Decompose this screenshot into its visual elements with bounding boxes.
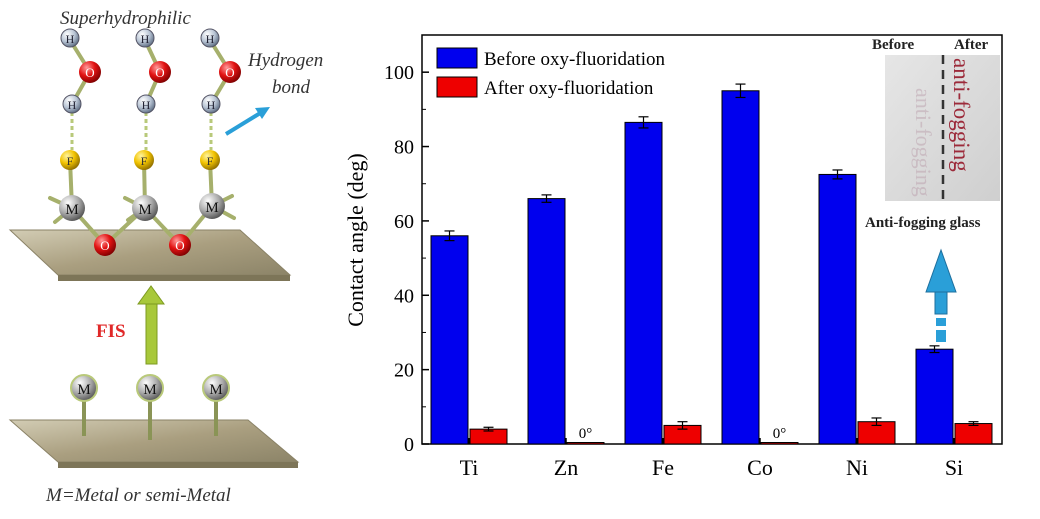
hydrogen-bond-arrow <box>224 107 270 136</box>
x-tick-label: Ti <box>460 455 479 480</box>
svg-text:O: O <box>100 238 109 253</box>
svg-text:Before oxy-fluoridation: Before oxy-fluoridation <box>484 49 665 70</box>
x-tick-label: Ni <box>846 455 868 480</box>
x-tick-label: Zn <box>554 455 578 480</box>
svg-text:H: H <box>141 32 150 46</box>
oxygen-atom: O <box>149 61 171 83</box>
svg-text:M: M <box>209 382 222 398</box>
svg-text:After oxy-fluoridation: After oxy-fluoridation <box>484 78 654 99</box>
x-tick-label: Co <box>747 455 773 480</box>
bar-before <box>915 348 954 445</box>
svg-text:F: F <box>207 154 214 168</box>
hydrogen-bond-dashes <box>70 112 213 150</box>
svg-text:M: M <box>205 200 218 216</box>
bottom-plate <box>8 419 300 468</box>
fis-label: FIS <box>96 321 126 342</box>
hydrogen-bond-label: Hydrogen <box>247 50 323 71</box>
svg-text:M: M <box>77 382 90 398</box>
oxygen-atom: O <box>169 234 191 256</box>
oxygen-atom: O <box>94 234 116 256</box>
hydrogen-atom: H <box>135 28 155 48</box>
hydrogen-atom: H <box>60 28 80 48</box>
bar-before <box>721 90 760 445</box>
svg-text:H: H <box>206 32 215 46</box>
metal-atom: M <box>132 195 158 221</box>
bar-after <box>760 442 799 445</box>
zero-angle-annotation: 0° <box>579 426 593 442</box>
metal-atom: M <box>136 374 164 402</box>
y-tick-label: 0 <box>404 434 414 456</box>
oxygen-atom: O <box>79 61 101 83</box>
plot-frame <box>421 34 1003 445</box>
bar-before <box>430 235 469 445</box>
hydrogen-atom: H <box>200 28 220 48</box>
after-label: After <box>954 37 988 53</box>
metal-atom: M <box>199 193 225 219</box>
legend-item-before: Before oxy-fluoridation <box>436 47 665 70</box>
legend-item-after: After oxy-fluoridation <box>436 76 654 99</box>
fis-arrow <box>137 285 165 365</box>
before-label: Before <box>872 37 915 53</box>
bar-after <box>566 442 605 445</box>
svg-text:H: H <box>66 32 75 46</box>
hydrogen-atom: H <box>62 94 82 114</box>
fluorine-atom: F <box>60 150 80 170</box>
svg-text:F: F <box>141 154 148 168</box>
bar-chart: 0 20 40 60 80 100 0° 0° Ti Zn Fe Co Ni Si Contact a… <box>343 34 1003 480</box>
metal-atom: M <box>59 195 85 221</box>
superhydrophilic-label: Superhydrophilic <box>60 8 191 29</box>
x-tick-label: Fe <box>652 455 674 480</box>
metal-atom: M <box>202 374 230 402</box>
svg-text:F: F <box>67 154 74 168</box>
fluorine-atom: F <box>200 150 220 170</box>
svg-text:H: H <box>207 98 216 112</box>
svg-text:M: M <box>65 202 78 218</box>
svg-text:H: H <box>142 98 151 112</box>
metal-atom: M <box>70 374 98 402</box>
y-axis-label: Contact angle (deg) <box>343 153 368 327</box>
oxygen-atom: O <box>219 61 241 83</box>
schematic: Superhydrophilic <box>8 8 323 506</box>
svg-text:O: O <box>225 65 234 80</box>
up-arrow-to-photo <box>925 248 957 342</box>
top-plate <box>8 229 292 281</box>
fluorine-atom: F <box>134 150 154 170</box>
x-tick-label: Si <box>945 455 963 480</box>
hydrogen-atom: H <box>136 94 156 114</box>
bar-after <box>954 423 993 445</box>
legend: Before oxy-fluoridation After oxy-fluori… <box>436 47 665 99</box>
y-tick-label: 40 <box>394 285 414 307</box>
svg-text:M: M <box>138 202 151 218</box>
metal-definition-label: M=Metal or semi-Metal <box>45 485 231 506</box>
glass-text-before-fogged: anti-fogging <box>911 88 936 197</box>
bar-before <box>527 198 566 445</box>
glass-text-after-clear: anti-fogging <box>949 58 974 172</box>
hydrogen-atom: H <box>201 94 221 114</box>
svg-text:O: O <box>175 238 184 253</box>
svg-text:O: O <box>85 65 94 80</box>
bar-before <box>624 121 663 445</box>
zero-angle-annotation: 0° <box>773 426 787 442</box>
svg-text:O: O <box>155 65 164 80</box>
anti-fogging-photo: Before After anti-fogging anti-fogging A… <box>865 37 1000 342</box>
bar-before <box>818 173 857 445</box>
y-tick-label: 20 <box>394 360 414 382</box>
hydrogen-bond-label: bond <box>272 77 311 98</box>
photo-caption: Anti-fogging glass <box>865 215 981 231</box>
metal-stems <box>82 398 218 440</box>
svg-text:M: M <box>143 382 156 398</box>
y-tick-label: 100 <box>384 62 414 84</box>
svg-text:H: H <box>68 98 77 112</box>
y-tick-label: 60 <box>394 211 414 233</box>
y-tick-label: 80 <box>394 137 414 159</box>
